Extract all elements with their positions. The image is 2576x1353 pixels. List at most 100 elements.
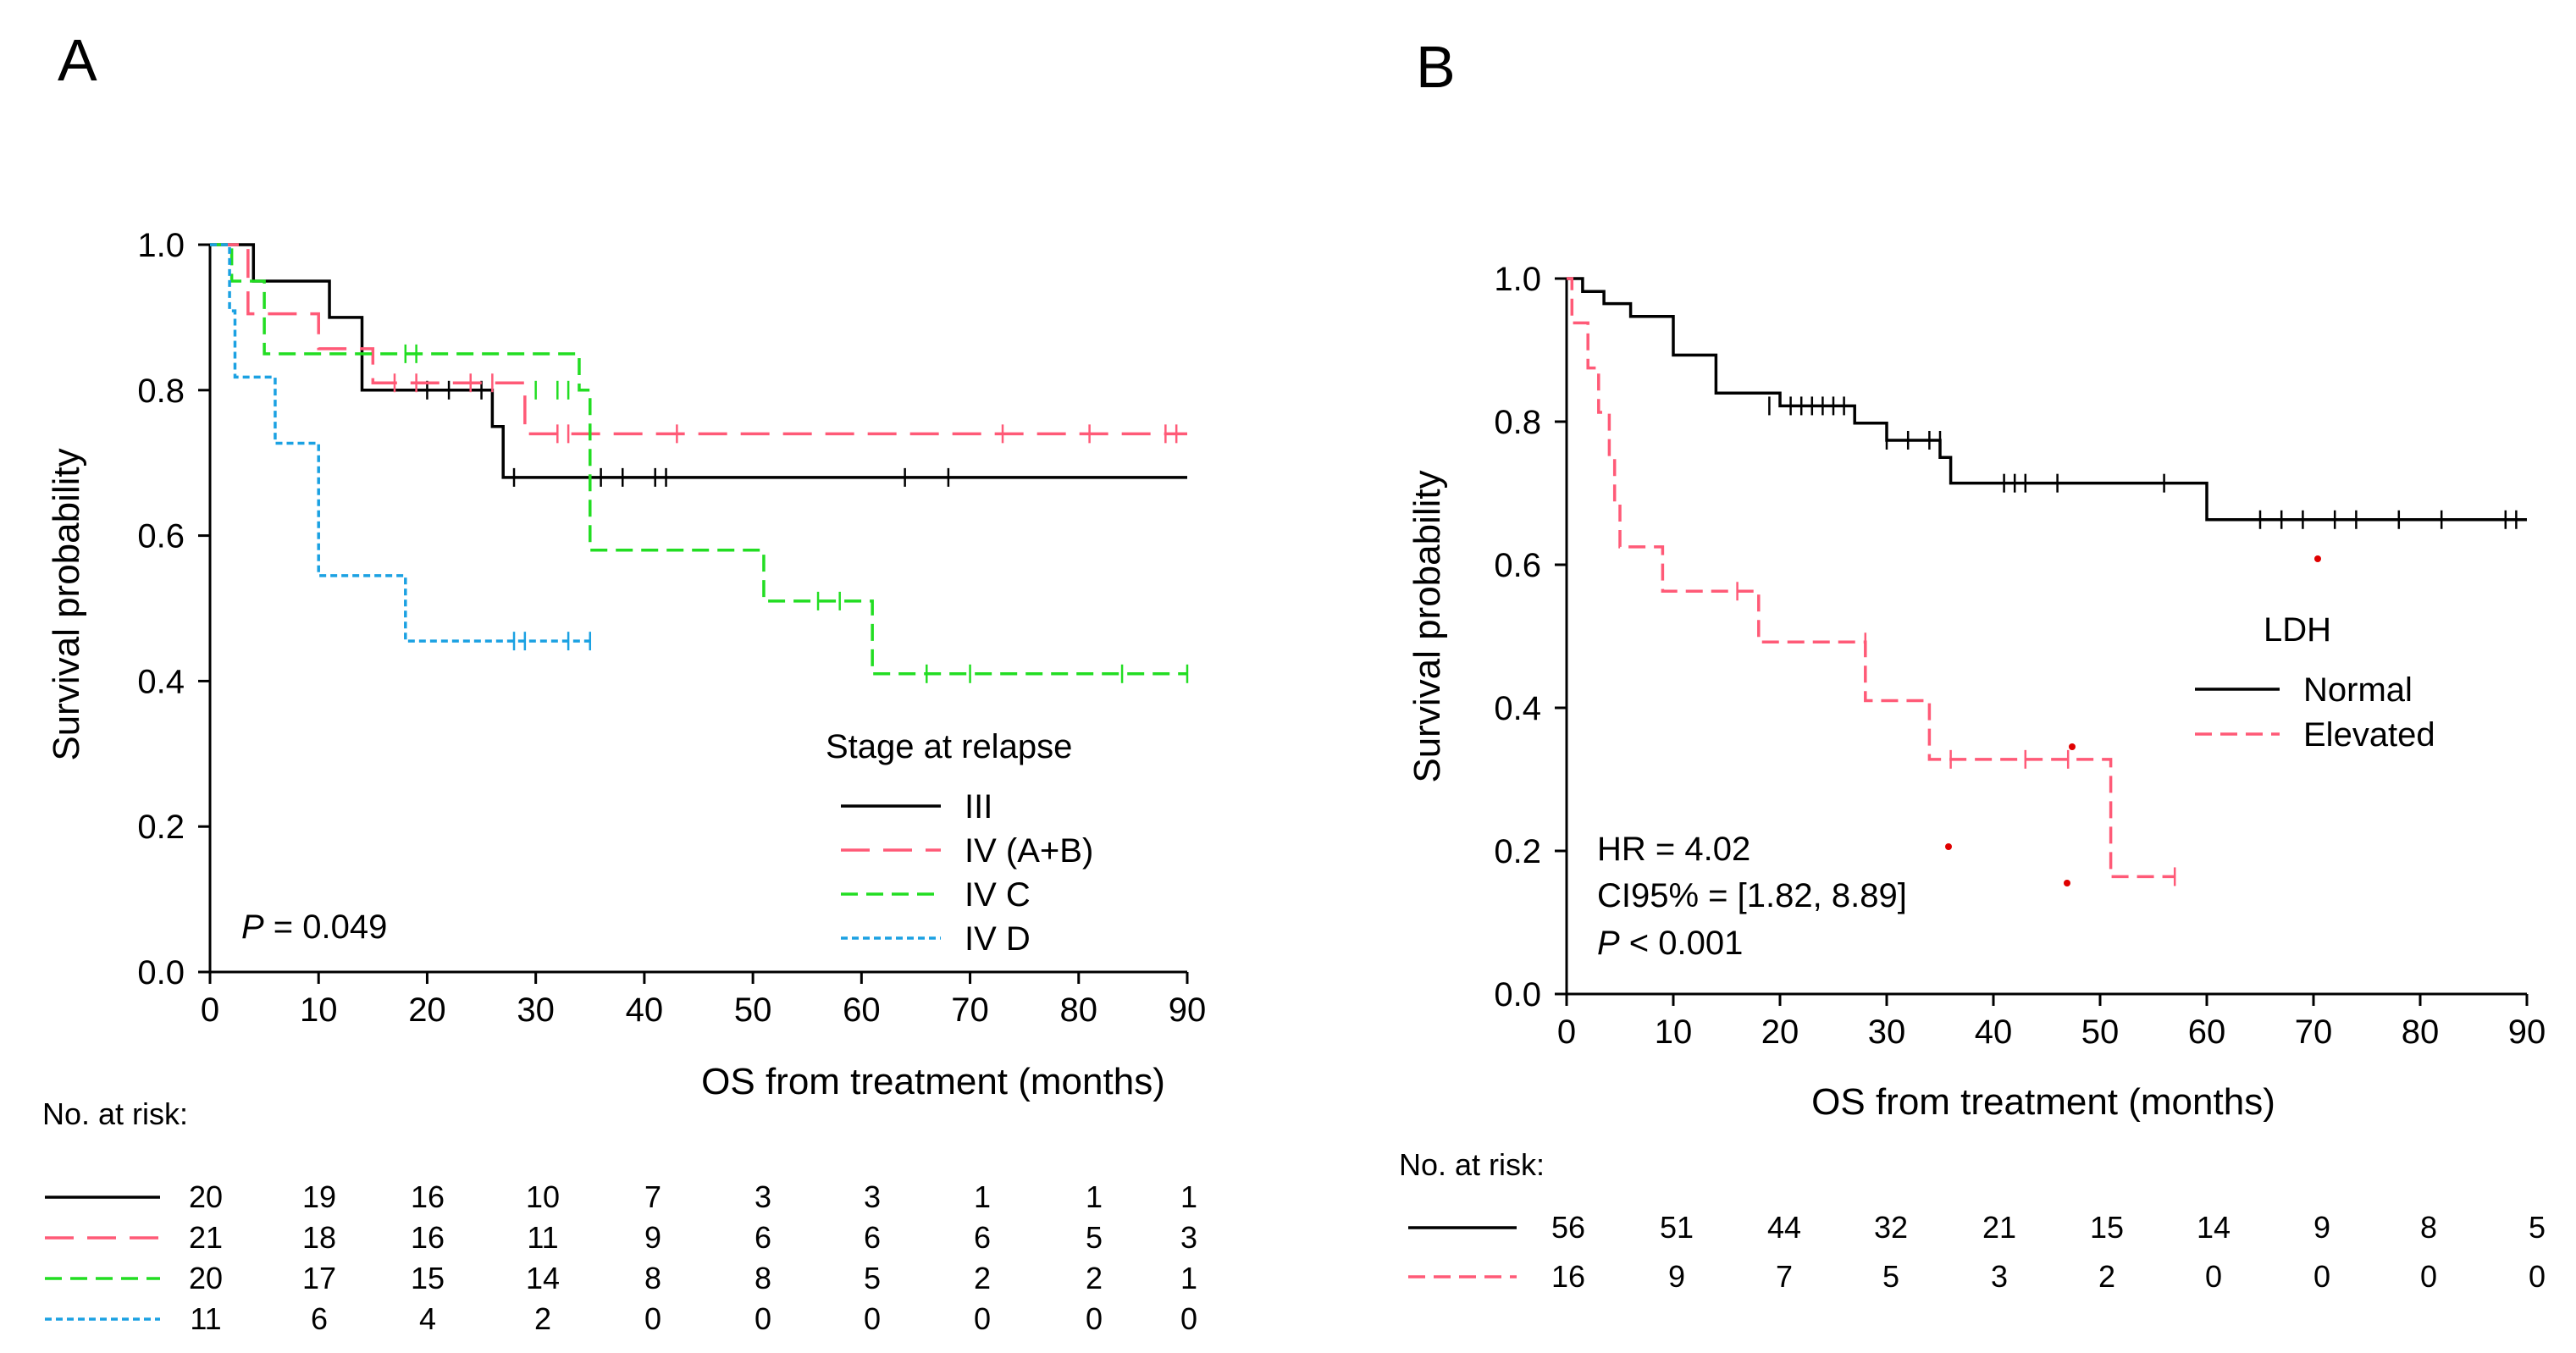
risk-count: 7 bbox=[644, 1179, 661, 1214]
risk-count: 3 bbox=[1180, 1220, 1197, 1255]
y-tick-label: 0.8 bbox=[1494, 404, 1541, 441]
panel-b-p-value: P < 0.001 bbox=[1597, 925, 1743, 962]
legend-label-iv-d: IV D bbox=[965, 920, 1031, 958]
x-tick-label: 70 bbox=[2295, 1013, 2333, 1051]
risk-count: 51 bbox=[1660, 1210, 1694, 1245]
y-tick-label: 0.2 bbox=[1494, 833, 1541, 870]
x-tick-label: 70 bbox=[951, 991, 989, 1029]
panel-a-risk-table: 20 19 16 10 7 3 3 1 1 121 18 16 11 9 6 6 6 5 320 17 15 14 8 8 5 2… bbox=[45, 1179, 1197, 1336]
risk-count: 0 bbox=[2313, 1259, 2330, 1294]
panel-a-axes: 0 10 20 30 40 50 60 70 80 90 0.0 0.2 0.4 0.6 0.8 1.0 bbox=[137, 227, 1206, 1029]
risk-count: 4 bbox=[419, 1301, 436, 1336]
panel-b-axes: 0 10 20 30 40 50 60 70 80 90 0.0 0.2 0.4 0.6 0.8 1.0 bbox=[1494, 261, 2546, 1051]
risk-count: 6 bbox=[864, 1220, 881, 1255]
stray-dot bbox=[2069, 743, 2076, 750]
x-tick-label: 80 bbox=[2402, 1013, 2440, 1051]
risk-count: 8 bbox=[2420, 1210, 2437, 1245]
y-tick-label: 0.4 bbox=[1494, 690, 1541, 727]
risk-count: 5 bbox=[864, 1261, 881, 1295]
x-tick-label: 90 bbox=[2508, 1013, 2546, 1051]
risk-count: 56 bbox=[1551, 1210, 1585, 1245]
panel-a-legend: III IV (A+B) IV C IV D bbox=[841, 788, 1093, 958]
risk-count: 9 bbox=[644, 1220, 661, 1255]
x-tick-label: 0 bbox=[201, 991, 219, 1029]
risk-count: 32 bbox=[1874, 1210, 1908, 1245]
risk-count: 21 bbox=[189, 1220, 223, 1255]
risk-count: 7 bbox=[1776, 1259, 1793, 1294]
risk-count: 0 bbox=[2420, 1259, 2437, 1294]
y-tick-label: 0.8 bbox=[137, 373, 185, 410]
panel-b-p-rest: < 0.001 bbox=[1620, 925, 1744, 962]
risk-count: 3 bbox=[1991, 1259, 2008, 1294]
x-tick-label: 40 bbox=[626, 991, 664, 1029]
risk-count: 10 bbox=[526, 1179, 560, 1214]
x-tick-label: 80 bbox=[1060, 991, 1098, 1029]
y-tick-label: 0.6 bbox=[1494, 547, 1541, 584]
risk-count: 2 bbox=[974, 1261, 991, 1295]
y-tick-label: 0.0 bbox=[137, 954, 185, 991]
panel-a-risk-title: No. at risk: bbox=[42, 1096, 188, 1131]
curve-iii bbox=[210, 243, 1187, 479]
y-tick-label: 0.4 bbox=[137, 663, 185, 700]
panel-a-p-rest: = 0.049 bbox=[264, 908, 388, 946]
x-tick-label: 0 bbox=[1557, 1013, 1576, 1051]
risk-count: 0 bbox=[2205, 1259, 2222, 1294]
x-tick-label: 10 bbox=[1655, 1013, 1693, 1051]
panel-b-risk-table: 56 51 44 32 21 15 14 9 8 516 9 7 5 3 2 0 0 0 0 bbox=[1408, 1210, 2546, 1294]
panel-b-x-axis-title: OS from treatment (months) bbox=[1811, 1081, 2275, 1123]
panel-b-curves bbox=[1567, 277, 2527, 886]
risk-count: 2 bbox=[1086, 1261, 1103, 1295]
panel-a: A 0 10 20 30 40 50 60 70 80 900.00.20.40.60.81.0 … bbox=[42, 27, 1206, 1336]
risk-count: 3 bbox=[755, 1179, 771, 1214]
risk-count: 6 bbox=[974, 1220, 991, 1255]
legend-label-iv-a-b: IV (A+B) bbox=[965, 832, 1093, 870]
panel-b-legend-title: LDH bbox=[2264, 611, 2331, 649]
panel-b-ci: CI95% = [1.82, 8.89] bbox=[1597, 877, 1907, 914]
risk-count: 1 bbox=[1180, 1261, 1197, 1295]
risk-count: 1 bbox=[974, 1179, 991, 1214]
x-tick-label: 20 bbox=[1761, 1013, 1799, 1051]
y-tick-label: 0.0 bbox=[1494, 976, 1541, 1013]
risk-count: 11 bbox=[527, 1220, 558, 1255]
risk-count: 5 bbox=[1882, 1259, 1899, 1294]
risk-count: 0 bbox=[2529, 1259, 2546, 1294]
risk-count: 16 bbox=[1551, 1259, 1585, 1294]
stray-dot bbox=[1945, 843, 1952, 850]
risk-count: 6 bbox=[311, 1301, 328, 1336]
risk-count: 0 bbox=[864, 1301, 881, 1336]
y-tick-label: 1.0 bbox=[1494, 261, 1541, 298]
panel-b-legend: Normal Elevated bbox=[2195, 671, 2435, 754]
risk-count: 18 bbox=[302, 1220, 336, 1255]
panel-a-legend-title: Stage at relapse bbox=[826, 728, 1072, 765]
curve-normal bbox=[1567, 277, 2527, 522]
risk-count: 0 bbox=[974, 1301, 991, 1336]
legend-label-normal: Normal bbox=[2303, 671, 2413, 709]
x-tick-label: 40 bbox=[1975, 1013, 2013, 1051]
curve-elevated bbox=[1567, 277, 2175, 879]
risk-count: 15 bbox=[2090, 1210, 2124, 1245]
x-tick-label: 60 bbox=[2188, 1013, 2226, 1051]
risk-count: 44 bbox=[1767, 1210, 1801, 1245]
risk-count: 0 bbox=[1086, 1301, 1103, 1336]
panel-b-p-italic: P bbox=[1597, 925, 1620, 962]
x-tick-label: 30 bbox=[517, 991, 555, 1029]
panel-label-b: B bbox=[1416, 34, 1456, 100]
stray-dot bbox=[2064, 880, 2070, 886]
x-tick-label: 30 bbox=[1868, 1013, 1906, 1051]
stray-dot bbox=[2314, 555, 2321, 562]
panel-a-p-italic: P bbox=[241, 908, 264, 946]
x-tick-label: 20 bbox=[408, 991, 446, 1029]
risk-count: 8 bbox=[755, 1261, 771, 1295]
x-tick-label: 50 bbox=[2081, 1013, 2120, 1051]
curve-iv-c bbox=[210, 243, 1187, 676]
panel-a-y-axis-title: Survival probability bbox=[46, 448, 87, 760]
panel-b-risk-title: No. at risk: bbox=[1399, 1147, 1545, 1182]
risk-count: 20 bbox=[189, 1179, 223, 1214]
legend-label-iii: III bbox=[965, 788, 992, 826]
y-tick-label: 1.0 bbox=[137, 227, 185, 264]
risk-count: 0 bbox=[755, 1301, 771, 1336]
curve-iv-d bbox=[210, 243, 590, 643]
risk-count: 0 bbox=[1180, 1301, 1197, 1336]
risk-count: 15 bbox=[411, 1261, 445, 1295]
